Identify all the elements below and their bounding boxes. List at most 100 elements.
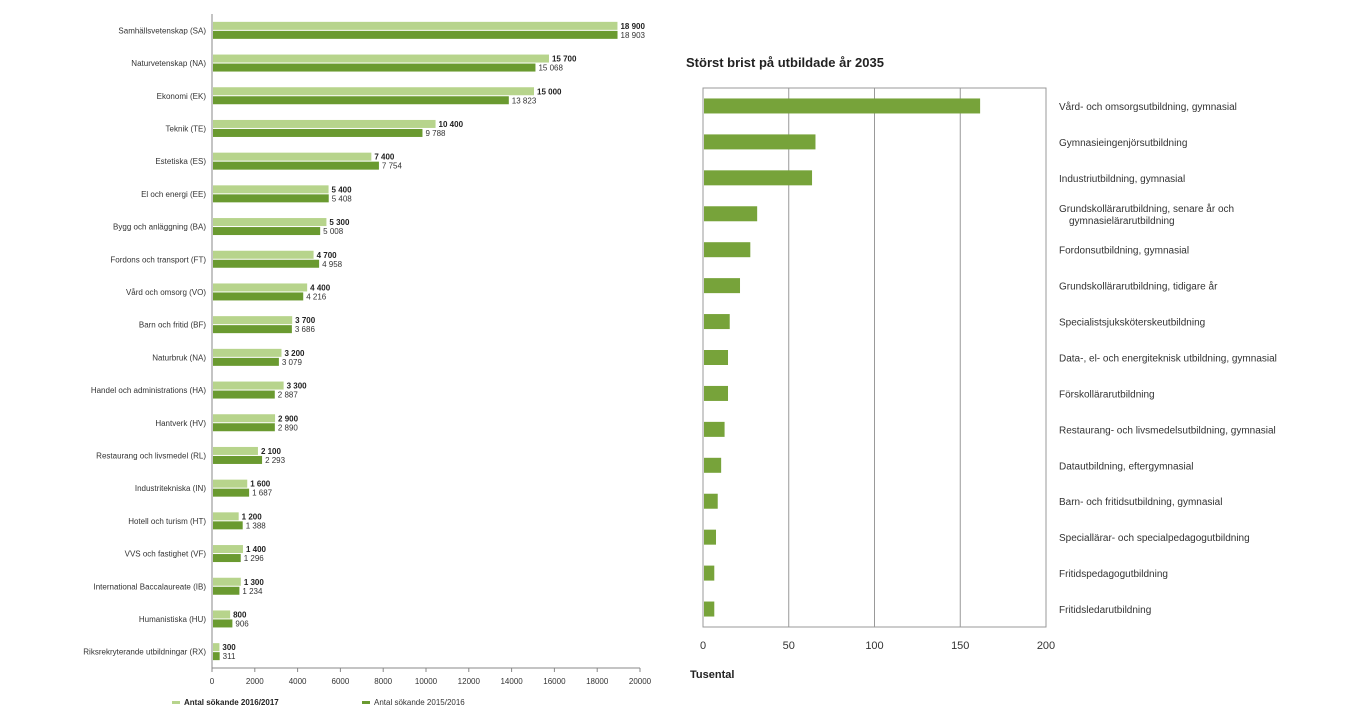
bar [213, 283, 308, 292]
bar [704, 350, 729, 365]
data-label: 1 300 [244, 578, 265, 587]
data-label: 10 400 [439, 120, 464, 129]
category-label-line: gymnasielärarutbildning [1069, 216, 1175, 227]
category-label: Teknik (TE) [166, 124, 207, 133]
category-label-line: Grundskollärarutbildning, senare år och [1059, 203, 1234, 215]
category-label-line: Fritidspedagogutbildning [1059, 569, 1168, 580]
bar [213, 446, 258, 455]
bar [213, 357, 279, 366]
bar [704, 529, 717, 545]
x-tick-label: 14000 [500, 677, 523, 686]
category-label: Grundskollärarutbildning, senare år och g… [1059, 203, 1234, 227]
bar [213, 610, 231, 619]
data-label: 3 686 [295, 325, 316, 334]
bar [704, 98, 981, 114]
x-tick-label: 10000 [415, 677, 438, 686]
data-label: 5 400 [332, 185, 353, 194]
data-label: 2 100 [261, 447, 282, 456]
bar [213, 652, 220, 661]
legend-label: Antal sökande 2015/2016 [374, 698, 465, 707]
category-label: Barn- och fritidsutbildning, gymnasial [1059, 497, 1222, 508]
x-axis-label: Tusental [690, 669, 734, 681]
category-label: Data-, el- och energiteknisk utbildning,… [1059, 354, 1277, 365]
bar [213, 227, 321, 236]
data-label: 3 700 [295, 316, 316, 325]
legend-label: Antal sökande 2016/2017 [184, 698, 279, 707]
bar [213, 259, 320, 268]
x-tick-label: 100 [865, 640, 883, 652]
data-label: 5 008 [323, 227, 344, 236]
bar [213, 390, 275, 399]
category-label-line: Grundskollärarutbildning, tidigare år [1059, 281, 1218, 293]
category-label: Datautbildning, eftergymnasial [1059, 461, 1194, 472]
category-label-line: Industriutbildning, gymnasial [1059, 174, 1185, 185]
bar [213, 54, 549, 63]
data-label: 1 296 [244, 554, 265, 563]
data-label: 13 823 [512, 96, 537, 105]
data-label: 1 600 [250, 480, 271, 489]
bar [704, 206, 758, 222]
bar [213, 414, 276, 423]
category-label: Hotell och turism (HT) [128, 517, 206, 526]
x-tick-label: 150 [951, 640, 969, 652]
bar [213, 21, 618, 30]
data-label: 311 [223, 652, 236, 661]
bar [213, 577, 241, 586]
data-label: 5 300 [329, 218, 350, 227]
data-label: 1 687 [252, 489, 273, 498]
data-label: 1 234 [242, 587, 263, 596]
category-label: Industriutbildning, gymnasial [1059, 174, 1185, 185]
data-label: 1 200 [242, 512, 263, 521]
x-tick-label: 12000 [458, 677, 481, 686]
bar [213, 423, 275, 432]
category-label-line: Förskollärarutbildning [1059, 389, 1155, 400]
bar [213, 479, 248, 488]
bar [213, 586, 240, 595]
category-label: Riksrekryterande utbildningar (RX) [83, 648, 206, 657]
bar [213, 128, 423, 137]
category-label: Ekonomi (EK) [157, 92, 207, 101]
bar [704, 278, 741, 294]
data-label: 7 754 [382, 162, 403, 171]
legend-swatch [362, 701, 370, 704]
bar [213, 554, 241, 563]
bar [213, 30, 618, 39]
category-label: Naturbruk (NA) [152, 353, 206, 362]
data-label: 4 400 [310, 283, 331, 292]
bar [704, 457, 722, 473]
data-label: 15 068 [538, 64, 563, 73]
category-label: Samhällsvetenskap (SA) [118, 26, 206, 35]
x-tick-label: 18000 [586, 677, 609, 686]
data-label: 15 000 [537, 87, 562, 96]
bar [213, 119, 436, 128]
bar [213, 63, 536, 72]
category-label: Industritekniska (IN) [135, 484, 206, 493]
category-label-line: Specialistsjuksköterskeutbildning [1059, 318, 1205, 329]
bar [704, 565, 715, 581]
category-label-line: Barn- och fritidsutbildning, gymnasial [1059, 497, 1222, 508]
bar [213, 488, 250, 497]
legend-swatch [172, 701, 180, 704]
data-label: 3 200 [284, 349, 305, 358]
bar [213, 292, 304, 301]
category-label-line: Data-, el- och energiteknisk utbildning,… [1059, 354, 1277, 365]
data-label: 1 388 [246, 521, 267, 530]
category-label: Vård och omsorg (VO) [126, 288, 206, 297]
bar [213, 87, 534, 96]
data-label: 2 293 [265, 456, 286, 465]
category-label: Speciallärar- och specialpedagogutbildni… [1059, 533, 1250, 544]
data-label: 4 216 [306, 292, 327, 301]
data-label: 7 400 [374, 153, 395, 162]
category-label: Estetiska (ES) [155, 157, 206, 166]
data-label: 5 408 [332, 194, 353, 203]
chart-title: Störst brist på utbildade år 2035 [686, 55, 884, 70]
category-label-line: Restaurang- och livsmedelsutbildning, gy… [1059, 425, 1276, 436]
bar [704, 170, 813, 186]
bar [213, 316, 293, 325]
category-label-line: Speciallärar- och specialpedagogutbildni… [1059, 533, 1250, 544]
data-label: 4 958 [322, 260, 343, 269]
bar [213, 348, 282, 357]
bar [704, 242, 751, 258]
data-label: 15 700 [552, 55, 577, 64]
